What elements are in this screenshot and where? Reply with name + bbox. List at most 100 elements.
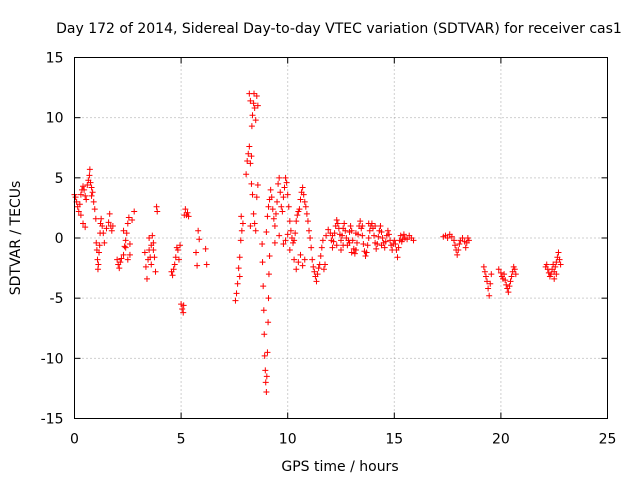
data-point <box>300 191 307 198</box>
data-point <box>371 232 378 239</box>
data-point <box>352 230 359 237</box>
data-point <box>246 90 253 97</box>
data-point <box>233 290 240 297</box>
data-point <box>484 278 491 285</box>
data-point <box>282 237 289 244</box>
data-point <box>264 213 271 220</box>
data-point <box>238 227 245 234</box>
data-point <box>265 319 272 326</box>
data-point <box>552 263 559 270</box>
data-point <box>251 105 258 112</box>
data-point <box>338 247 344 254</box>
data-point <box>131 208 138 215</box>
data-point <box>141 249 148 256</box>
data-point <box>375 233 382 240</box>
data-point <box>114 256 121 263</box>
data-point <box>184 209 191 216</box>
data-point <box>124 220 131 227</box>
data-point <box>252 227 259 234</box>
data-point <box>178 301 185 308</box>
data-point <box>480 263 487 270</box>
data-point <box>143 275 150 282</box>
data-point <box>329 244 336 251</box>
data-point <box>72 194 79 201</box>
data-point <box>182 206 189 213</box>
data-point <box>309 256 316 263</box>
data-point <box>284 231 291 238</box>
data-point <box>297 251 304 258</box>
data-point <box>410 237 417 244</box>
data-point <box>123 230 130 237</box>
data-point <box>507 278 514 285</box>
data-point <box>485 285 492 292</box>
data-point <box>265 271 272 278</box>
data-point <box>88 184 95 191</box>
data-point <box>260 283 267 290</box>
data-point <box>122 244 129 251</box>
data-point <box>349 237 356 244</box>
data-point <box>103 225 110 232</box>
data-point <box>232 297 239 304</box>
data-point <box>193 249 200 256</box>
data-point <box>248 153 255 160</box>
data-point <box>330 238 337 245</box>
x-tick-label: 15 <box>385 432 403 448</box>
x-tick-label: 10 <box>279 432 297 448</box>
data-point <box>194 262 201 269</box>
data-point <box>347 222 354 229</box>
data-point <box>89 189 96 196</box>
data-point <box>277 189 284 196</box>
data-point <box>557 261 564 268</box>
y-tick-label: -5 <box>50 291 64 307</box>
data-point <box>506 283 513 290</box>
x-tick-label: 0 <box>70 432 79 448</box>
y-tick-label: -15 <box>41 412 64 428</box>
data-point <box>400 231 407 238</box>
data-point <box>377 222 384 229</box>
data-point <box>263 373 270 380</box>
data-point <box>235 265 242 272</box>
data-point <box>481 268 488 275</box>
data-point <box>282 174 289 181</box>
data-point <box>271 239 278 246</box>
data-point <box>340 242 347 249</box>
y-tick-label: 10 <box>46 111 64 127</box>
data-point <box>129 216 136 223</box>
data-point <box>318 244 325 251</box>
data-point <box>391 237 398 244</box>
data-point <box>93 239 100 246</box>
data-point <box>263 228 270 235</box>
data-point <box>251 220 258 227</box>
data-point <box>90 198 97 205</box>
data-point <box>279 208 286 215</box>
data-point <box>118 255 125 262</box>
data-point <box>171 261 178 268</box>
data-point <box>454 251 461 258</box>
data-point <box>334 220 341 227</box>
data-point <box>308 244 315 251</box>
data-point <box>555 249 562 256</box>
data-point <box>82 192 89 199</box>
data-point <box>262 379 269 386</box>
x-tick-label: 25 <box>599 432 617 448</box>
data-point <box>302 203 309 210</box>
data-point <box>126 251 133 258</box>
data-point <box>117 259 124 266</box>
data-point <box>170 266 177 273</box>
data-point <box>88 192 95 199</box>
data-point <box>151 254 158 261</box>
data-point <box>96 249 103 256</box>
data-point <box>320 266 327 273</box>
data-point <box>456 241 463 248</box>
data-point <box>497 269 504 276</box>
data-point <box>87 179 94 186</box>
data-point <box>270 215 277 222</box>
data-point <box>511 266 518 273</box>
data-point <box>195 227 202 234</box>
data-point <box>395 244 402 251</box>
grid <box>74 57 608 419</box>
data-point <box>317 253 324 260</box>
data-point <box>125 214 132 221</box>
data-point <box>169 272 176 279</box>
data-point <box>404 236 411 243</box>
